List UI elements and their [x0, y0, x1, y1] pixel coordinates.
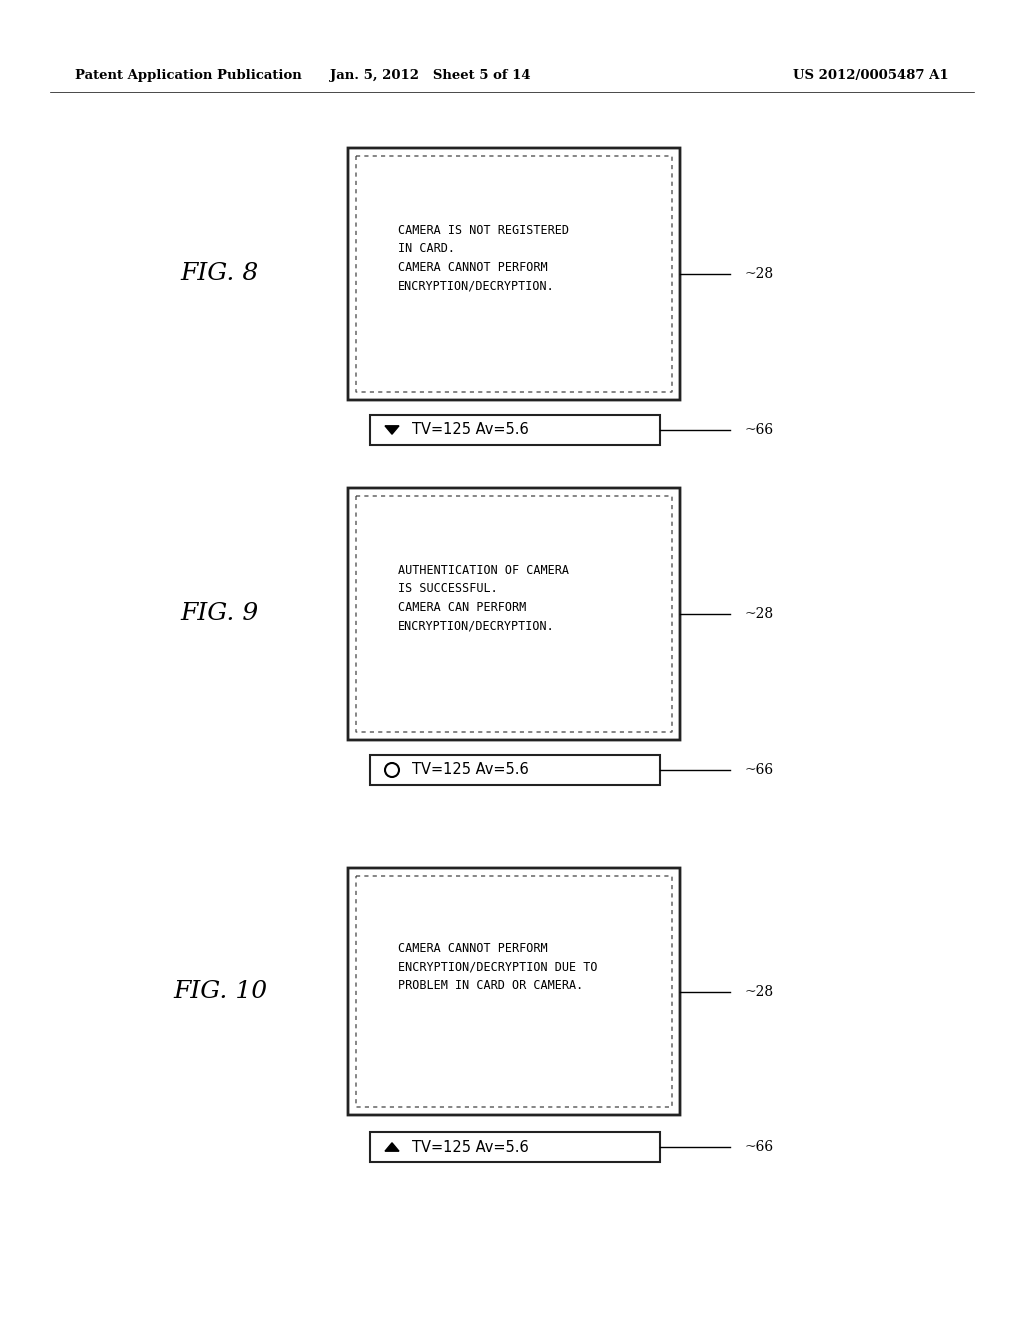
Text: ~28: ~28: [744, 267, 773, 281]
Text: FIG. 8: FIG. 8: [181, 263, 259, 285]
FancyBboxPatch shape: [348, 488, 680, 741]
Text: TV=125 Av=5.6: TV=125 Av=5.6: [412, 422, 528, 437]
FancyBboxPatch shape: [370, 1133, 660, 1162]
FancyBboxPatch shape: [348, 148, 680, 400]
Text: FIG. 10: FIG. 10: [173, 979, 267, 1003]
Text: FIG. 9: FIG. 9: [181, 602, 259, 626]
Text: Patent Application Publication: Patent Application Publication: [75, 69, 302, 82]
Text: Jan. 5, 2012   Sheet 5 of 14: Jan. 5, 2012 Sheet 5 of 14: [330, 69, 530, 82]
FancyBboxPatch shape: [370, 414, 660, 445]
Text: ~66: ~66: [744, 763, 773, 777]
Text: TV=125 Av=5.6: TV=125 Av=5.6: [412, 1139, 528, 1155]
Text: TV=125 Av=5.6: TV=125 Av=5.6: [412, 763, 528, 777]
Polygon shape: [385, 426, 399, 434]
Text: CAMERA CANNOT PERFORM
ENCRYPTION/DECRYPTION DUE TO
PROBLEM IN CARD OR CAMERA.: CAMERA CANNOT PERFORM ENCRYPTION/DECRYPT…: [398, 942, 597, 993]
Polygon shape: [385, 1143, 399, 1151]
Text: ~66: ~66: [744, 1140, 773, 1154]
Text: ~28: ~28: [744, 985, 773, 998]
Text: AUTHENTICATION OF CAMERA
IS SUCCESSFUL.
CAMERA CAN PERFORM
ENCRYPTION/DECRYPTION: AUTHENTICATION OF CAMERA IS SUCCESSFUL. …: [398, 564, 569, 632]
Text: ~28: ~28: [744, 607, 773, 620]
Circle shape: [385, 763, 399, 777]
FancyBboxPatch shape: [370, 755, 660, 785]
FancyBboxPatch shape: [356, 496, 672, 733]
Text: US 2012/0005487 A1: US 2012/0005487 A1: [794, 69, 949, 82]
Text: CAMERA IS NOT REGISTERED
IN CARD.
CAMERA CANNOT PERFORM
ENCRYPTION/DECRYPTION.: CAMERA IS NOT REGISTERED IN CARD. CAMERA…: [398, 223, 569, 292]
FancyBboxPatch shape: [356, 876, 672, 1107]
FancyBboxPatch shape: [356, 156, 672, 392]
Text: ~66: ~66: [744, 422, 773, 437]
FancyBboxPatch shape: [348, 869, 680, 1115]
